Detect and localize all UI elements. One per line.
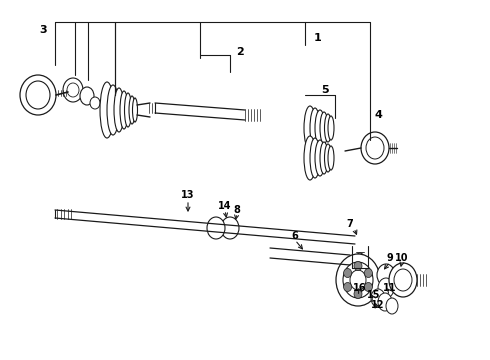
- Text: 6: 6: [292, 231, 298, 241]
- Ellipse shape: [310, 108, 320, 148]
- Ellipse shape: [328, 146, 334, 170]
- Ellipse shape: [378, 293, 392, 311]
- Ellipse shape: [320, 112, 328, 144]
- Ellipse shape: [343, 269, 352, 278]
- Ellipse shape: [320, 142, 328, 174]
- Ellipse shape: [365, 283, 372, 292]
- Ellipse shape: [315, 110, 325, 146]
- Ellipse shape: [336, 254, 380, 306]
- Ellipse shape: [324, 144, 332, 172]
- Text: 12: 12: [371, 300, 385, 310]
- Text: 3: 3: [39, 25, 47, 35]
- Ellipse shape: [360, 261, 366, 267]
- Text: 14: 14: [218, 201, 232, 211]
- Ellipse shape: [354, 289, 362, 298]
- Ellipse shape: [361, 132, 389, 164]
- Text: 16: 16: [353, 283, 367, 293]
- Ellipse shape: [20, 75, 56, 115]
- Ellipse shape: [304, 106, 316, 150]
- Ellipse shape: [114, 88, 124, 132]
- Ellipse shape: [221, 217, 239, 239]
- Ellipse shape: [120, 91, 128, 129]
- Ellipse shape: [386, 298, 398, 314]
- Text: 2: 2: [236, 47, 244, 57]
- Ellipse shape: [354, 261, 362, 270]
- Ellipse shape: [100, 82, 114, 138]
- Ellipse shape: [107, 85, 119, 135]
- Text: 15: 15: [367, 290, 381, 300]
- Ellipse shape: [90, 97, 100, 109]
- Ellipse shape: [366, 137, 384, 159]
- Text: 13: 13: [181, 190, 195, 200]
- Ellipse shape: [80, 87, 94, 105]
- Text: 10: 10: [395, 253, 409, 263]
- Ellipse shape: [328, 116, 334, 140]
- Ellipse shape: [356, 253, 364, 263]
- Ellipse shape: [389, 263, 417, 297]
- Ellipse shape: [124, 93, 131, 127]
- Text: 9: 9: [387, 253, 393, 263]
- Text: 8: 8: [234, 205, 241, 215]
- Ellipse shape: [365, 269, 372, 278]
- Ellipse shape: [315, 140, 325, 176]
- Ellipse shape: [67, 83, 79, 97]
- Ellipse shape: [310, 138, 320, 178]
- Ellipse shape: [378, 278, 394, 298]
- Ellipse shape: [394, 269, 412, 291]
- Ellipse shape: [207, 217, 225, 239]
- Text: 5: 5: [321, 85, 329, 95]
- Ellipse shape: [132, 98, 138, 122]
- Text: 11: 11: [383, 283, 397, 293]
- Ellipse shape: [354, 261, 360, 267]
- Ellipse shape: [343, 283, 352, 292]
- Ellipse shape: [304, 136, 316, 180]
- Ellipse shape: [343, 262, 373, 298]
- Ellipse shape: [377, 264, 395, 286]
- Ellipse shape: [26, 81, 50, 109]
- Text: 4: 4: [374, 110, 382, 120]
- Ellipse shape: [324, 114, 332, 142]
- Text: 7: 7: [346, 219, 353, 229]
- Ellipse shape: [371, 289, 385, 307]
- Ellipse shape: [350, 270, 366, 290]
- Text: 1: 1: [314, 33, 322, 43]
- Ellipse shape: [63, 78, 83, 102]
- Ellipse shape: [129, 96, 135, 124]
